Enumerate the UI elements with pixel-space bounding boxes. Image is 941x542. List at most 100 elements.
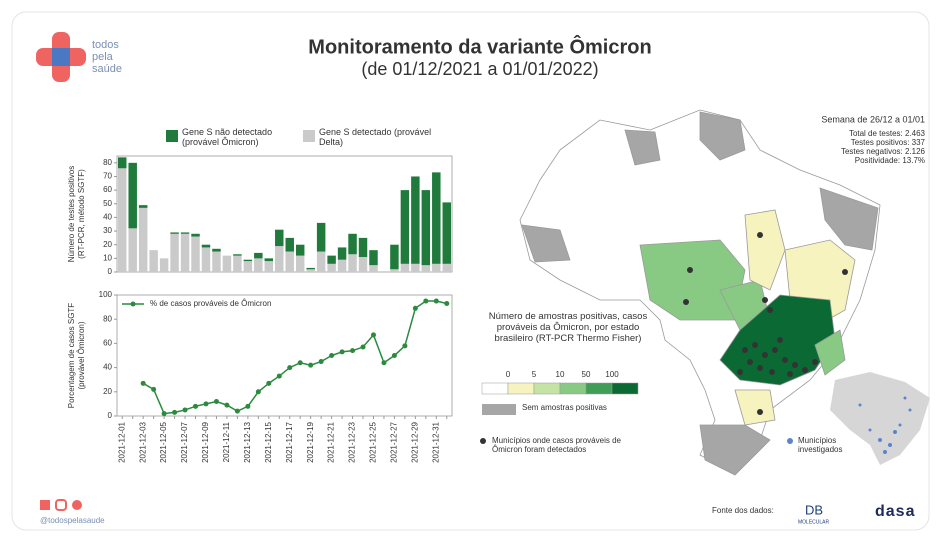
- point: [381, 360, 387, 366]
- point: [297, 360, 303, 366]
- legend-swatch: [166, 130, 178, 142]
- point: [255, 389, 261, 395]
- y-tick-label: 60: [103, 339, 112, 348]
- no-sample-swatch: [482, 404, 516, 415]
- bar-segment: [442, 263, 451, 272]
- bar-segment: [337, 247, 347, 260]
- x-tick-label: 2021-12-13: [243, 421, 252, 462]
- bar-segment: [306, 269, 315, 272]
- bar-segment: [285, 251, 294, 272]
- point: [360, 344, 366, 350]
- bar-segment: [275, 229, 284, 247]
- stats-week: Semana de 26/12 a 01/01: [821, 114, 925, 124]
- logo-mark: [36, 32, 86, 82]
- bar-segment: [170, 233, 179, 272]
- logo-text: todos: [92, 39, 119, 51]
- bar-segment: [369, 265, 378, 272]
- bar-segment: [180, 233, 190, 272]
- inset-map: [787, 372, 930, 465]
- y-axis-label: (provável Ômicron): [77, 321, 86, 389]
- bar-segment: [316, 222, 326, 252]
- stats-line: Total de testes: 2.463: [849, 129, 926, 138]
- y-tick-label: 0: [108, 267, 113, 276]
- x-tick-label: 2021-12-31: [431, 421, 440, 462]
- point: [140, 380, 146, 386]
- bar-segment: [327, 255, 336, 264]
- bar-segment: [432, 172, 441, 264]
- bar-segment: [233, 254, 242, 256]
- scale-label: 5: [532, 370, 537, 379]
- point: [370, 332, 376, 338]
- x-tick-label: 2021-12-03: [138, 421, 147, 462]
- point: [151, 386, 157, 392]
- scale-label: 100: [605, 370, 619, 379]
- stats-line: Testes positivos: 337: [851, 138, 926, 147]
- x-tick-label: 2021-12-23: [348, 421, 357, 462]
- stats-line: Testes negativos: 2.126: [841, 147, 926, 156]
- y-tick-label: 50: [103, 199, 112, 208]
- bar-segment: [254, 258, 263, 272]
- scale-swatch: [585, 382, 613, 395]
- scale-swatch: [559, 382, 587, 395]
- x-tick-label: 2021-12-19: [306, 421, 315, 462]
- bar-segment: [233, 255, 242, 272]
- bar-segment: [400, 263, 410, 272]
- bar-segment: [243, 261, 253, 272]
- point: [433, 298, 439, 304]
- y-tick-label: 80: [103, 158, 112, 167]
- bar-segment: [390, 269, 399, 272]
- legend-label: Gene S detectado (provável Delta): [319, 127, 432, 148]
- scale-label: 10: [556, 370, 565, 379]
- bar-segment: [432, 263, 441, 272]
- bar-segment: [254, 252, 263, 259]
- scale-label: 50: [582, 370, 591, 379]
- bar-segment: [348, 233, 357, 255]
- point: [391, 353, 397, 358]
- dot-legend: [480, 438, 486, 444]
- subtitle: (de 01/12/2021 a 01/01/2022): [361, 59, 598, 79]
- point: [412, 305, 418, 311]
- y-tick-label: 30: [103, 226, 112, 235]
- bar-segment: [306, 267, 315, 270]
- bar-segment: [285, 237, 294, 252]
- point: [182, 407, 188, 413]
- scale-swatch: [611, 382, 639, 395]
- dasa-logo: dasa: [875, 503, 915, 520]
- bar-segment: [180, 232, 190, 234]
- bar-segment: [128, 228, 137, 272]
- point: [161, 411, 167, 417]
- point: [245, 403, 251, 409]
- y-tick-label: 0: [108, 411, 113, 420]
- source-label: Fonte dos dados:: [712, 506, 774, 515]
- map-legend-title: Número de amostras positivas, casos prov…: [488, 311, 648, 344]
- bar-segment: [149, 250, 158, 272]
- legend-swatch: [303, 130, 315, 142]
- logo-text: pela: [92, 51, 114, 63]
- point: [339, 349, 345, 355]
- scale-swatch: [481, 382, 509, 395]
- y-tick-label: 10: [103, 253, 112, 262]
- bar-segment: [400, 190, 410, 264]
- point: [444, 300, 450, 306]
- x-tick-label: 2021-12-09: [201, 421, 210, 462]
- bar-segment: [191, 236, 200, 272]
- y-tick-label: 80: [103, 314, 112, 323]
- handle: @todospelasaude: [40, 516, 105, 525]
- title: Monitoramento da variante Ômicron: [308, 34, 651, 58]
- y-tick-label: 20: [103, 240, 112, 249]
- municipality-dots: [683, 232, 848, 415]
- y-axis-label: Porcentagem de casos SGTF: [67, 303, 76, 408]
- bar-segment: [295, 244, 305, 256]
- legend-point: [130, 301, 136, 307]
- x-tick-label: 2021-12-17: [285, 421, 294, 462]
- bar-segment: [275, 246, 284, 272]
- db-logo-sub: MOLECULAR: [798, 519, 830, 525]
- bar-segment: [358, 256, 368, 272]
- bar-segment: [411, 263, 420, 272]
- point: [402, 343, 408, 349]
- bar-segment: [222, 255, 232, 272]
- point: [287, 365, 293, 371]
- bar-segment: [159, 258, 169, 272]
- bar-segment: [212, 251, 221, 272]
